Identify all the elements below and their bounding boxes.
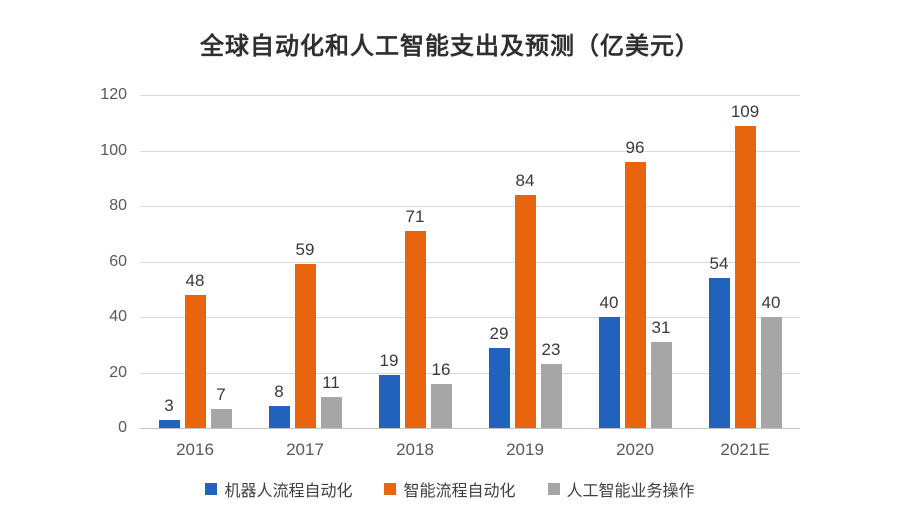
bar-value-label: 54 [709,254,729,274]
bar-cell: 29 [488,323,510,428]
gridline [140,372,800,374]
bar-cell: 48 [184,270,206,428]
legend-item: 人工智能业务操作 [547,477,695,501]
bar [540,364,562,428]
bar-cell: 16 [430,359,452,428]
bar [320,397,342,428]
y-tick-label: 80 [109,197,127,214]
bar-value-label: 71 [405,206,425,226]
y-tick-label: 20 [109,363,127,381]
legend-swatch [384,483,397,495]
bar [268,405,290,428]
bar [210,408,232,428]
bar-cell: 11 [320,373,342,428]
chart-title: 全球自动化和人工智能支出及预测（亿美元） [200,33,700,60]
bar-cell: 40 [598,293,620,428]
bar-group: 8 59 11 [250,95,360,428]
y-tick-label: 0 [118,419,127,436]
bar-group: 3 48 7 [140,95,250,428]
bar-cell: 59 [294,240,316,428]
bar-value-label: 109 [730,101,760,121]
x-tick-label: 2016 [176,440,214,459]
bar [624,161,646,428]
bar [514,194,536,428]
bar-group: 19 71 16 [360,95,470,428]
bar-value-label: 11 [322,373,340,393]
x-axis-line [140,428,800,429]
bar-value-label: 16 [431,359,451,379]
legend: 机器人流程自动化 智能流程自动化 人工智能业务操作 [0,477,900,501]
bar-value-label: 29 [489,323,509,343]
bar-value-label: 19 [379,351,399,371]
bar-cell: 71 [404,206,426,428]
bar [430,383,452,428]
bar [734,125,756,428]
y-tick-label: 60 [109,252,127,270]
bar-cell: 3 [158,395,180,428]
bar [294,264,316,428]
bar-cell: 109 [731,102,759,428]
gridline [140,206,800,207]
bar-group: 40 96 31 [580,95,690,428]
y-tick-label: 100 [100,141,127,159]
bar-value-label: 7 [216,384,226,404]
bar [378,375,400,428]
x-tick-label: 2019 [506,440,544,459]
bar-cell: 40 [760,293,782,428]
bar-value-label: 84 [515,170,535,190]
bar-cell: 84 [514,170,536,428]
bar [404,230,426,428]
bar-value-label: 48 [185,270,205,290]
bar-value-label: 31 [651,317,671,337]
bar-cell: 19 [378,351,400,428]
bar [650,341,672,428]
x-tick-label: 2021E [720,440,770,459]
bar-cell: 96 [624,137,646,428]
legend-item: 机器人流程自动化 [205,477,352,501]
bar-cell: 23 [540,340,562,428]
y-tick-label: 120 [100,86,127,103]
bar [184,294,206,428]
bar [488,347,510,428]
x-tick-label: 2018 [396,440,434,459]
bar-group: 54 109 40 [690,95,800,428]
y-tick-label: 40 [109,308,127,325]
gridline [140,150,800,152]
bar [708,278,730,428]
bar [598,317,620,428]
bar-value-label: 8 [274,381,284,401]
bar-cell: 7 [210,384,232,428]
x-tick-label: 2020 [616,440,654,459]
legend-label: 智能流程自动化 [403,483,516,500]
bar-value-label: 23 [541,340,561,360]
bar-cell: 54 [708,254,730,428]
bar-value-label: 40 [599,293,619,312]
bar-cell: 31 [650,317,672,428]
bar-value-label: 96 [625,137,645,157]
bar-value-label: 40 [761,293,781,312]
legend-label: 人工智能业务操作 [566,483,695,500]
legend-swatch [205,483,218,495]
bar [158,419,180,428]
bar-group: 29 84 23 [470,95,580,428]
bar-value-label: 59 [295,240,315,260]
x-tick-label: 2017 [286,440,324,459]
bar-value-label: 3 [164,395,174,415]
bar-cell: 8 [268,381,290,428]
legend-label: 机器人流程自动化 [224,483,353,500]
bar [760,317,782,428]
gridline [140,261,800,263]
gridline [140,95,800,96]
plot-area: 0 20 40 60 80 100 120 3 48 7 2016 8 59 11 2017 19 71 16 20… [100,86,800,459]
gridline [140,317,800,318]
legend-swatch [547,483,560,495]
legend-item: 智能流程自动化 [384,477,516,501]
